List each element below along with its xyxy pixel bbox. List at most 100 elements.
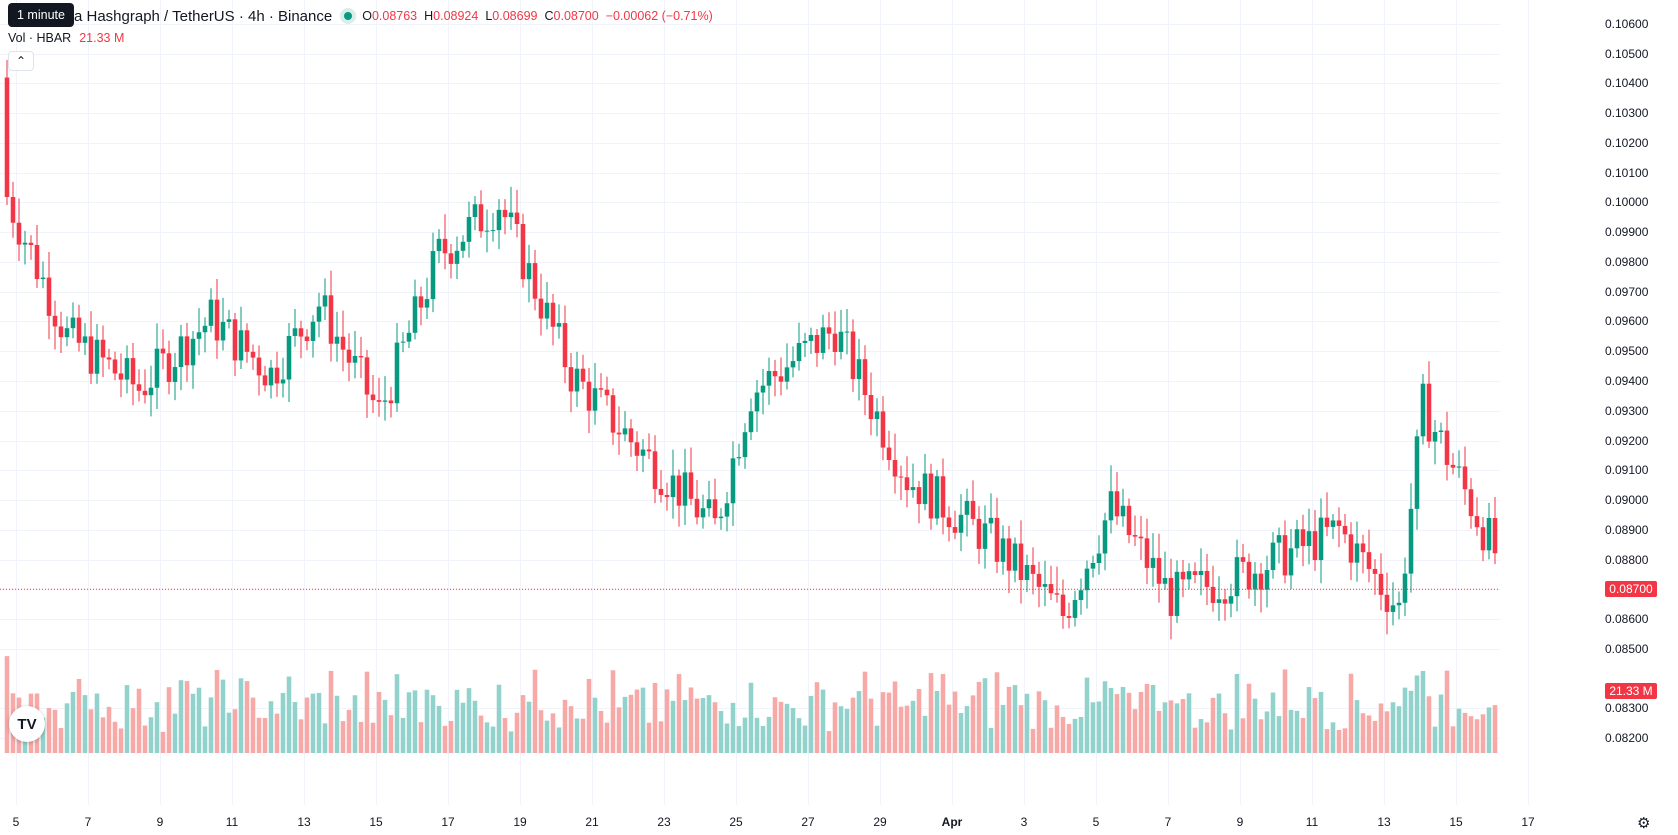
volume-bar xyxy=(1324,729,1330,753)
collapse-legend-button[interactable]: ⌃ xyxy=(8,51,34,71)
candle-body xyxy=(1372,568,1378,574)
candle-body xyxy=(634,442,640,456)
volume-bar xyxy=(58,727,64,753)
volume-bar xyxy=(1222,713,1228,753)
candle-body xyxy=(1036,573,1042,587)
candle-body xyxy=(1030,564,1036,574)
volume-bar xyxy=(832,702,838,753)
candle-body xyxy=(142,390,148,396)
volume-bar xyxy=(1162,702,1168,753)
low-key: L xyxy=(485,9,493,23)
volume-bar xyxy=(580,718,586,753)
volume-bar xyxy=(172,713,178,753)
candle-body xyxy=(922,473,928,505)
candle-body xyxy=(652,451,658,489)
volume-bar xyxy=(784,703,790,753)
volume-bar xyxy=(1312,698,1318,753)
volume-bar xyxy=(598,710,604,753)
volume-bar xyxy=(1054,705,1060,753)
candle-body xyxy=(580,368,586,382)
open-value: 0.08763 xyxy=(371,9,418,23)
candle-body xyxy=(388,400,394,404)
candle-body xyxy=(1354,543,1360,563)
volume-bar xyxy=(1120,686,1126,753)
volume-bar xyxy=(1462,712,1468,753)
candle-body xyxy=(106,357,112,360)
candle-body xyxy=(418,296,424,308)
time-tick-label: 13 xyxy=(297,815,311,829)
candle-body xyxy=(1042,584,1048,587)
candle-body xyxy=(586,381,592,411)
volume-bar xyxy=(64,703,70,753)
time-axis[interactable]: 5 7 9 11 13 15 17 19 21 23 25 27 29 Apr 3 5 7 9 11 13 15 17 xyxy=(13,815,1535,829)
volume-bar xyxy=(502,718,508,753)
candle-body xyxy=(1402,573,1408,603)
volume-bar xyxy=(1114,694,1120,753)
ohlc-values: O 0.08763 H 0.08924 L 0.08699 C 0.08700 −0.0… xyxy=(362,9,713,23)
candle-body xyxy=(208,299,214,326)
volume-bar xyxy=(760,725,766,753)
volume-bar xyxy=(1234,673,1240,753)
time-tick-label: 5 xyxy=(1093,815,1100,829)
tradingview-logo[interactable]: TV xyxy=(9,706,45,742)
volume-bar xyxy=(640,687,646,753)
volume-bar xyxy=(1024,693,1030,753)
volume-bar xyxy=(280,693,286,753)
candle-body xyxy=(640,449,646,456)
volume-bar xyxy=(388,715,394,753)
candle-body xyxy=(1090,562,1096,569)
candle-body xyxy=(436,238,442,252)
volume-bar xyxy=(310,693,316,753)
candle-body xyxy=(1198,570,1204,575)
volume-bar xyxy=(1138,691,1144,753)
volume-bar xyxy=(1384,711,1390,753)
volume-bar xyxy=(550,713,556,753)
candle-body xyxy=(1000,538,1006,562)
volume-bar xyxy=(1156,710,1162,753)
market-status-icon[interactable] xyxy=(340,8,357,24)
volume-bar xyxy=(904,705,910,753)
candle-body xyxy=(1066,616,1072,618)
candle-body xyxy=(736,457,742,459)
candle-body xyxy=(1348,534,1354,563)
volume-bar xyxy=(652,682,658,753)
volume-bar xyxy=(694,698,700,753)
candle-body xyxy=(1150,557,1156,568)
candle-body xyxy=(214,299,220,341)
candle-body xyxy=(730,458,736,504)
symbol-title[interactable]: a Hashgraph / TetherUS · 4h · Binance xyxy=(74,7,333,25)
volume-bar xyxy=(1258,719,1264,753)
volume-bar xyxy=(1282,669,1288,753)
candle-body xyxy=(988,517,994,524)
candle-body xyxy=(406,332,412,342)
candle-body xyxy=(1468,489,1474,517)
candle-body xyxy=(1246,561,1252,590)
volume-bar xyxy=(862,671,868,753)
open-key: O xyxy=(362,9,372,23)
candle-body xyxy=(508,212,514,218)
price-tick-label: 0.09500 xyxy=(1605,343,1649,358)
candle-body xyxy=(958,514,964,533)
price-tick-label: 0.09100 xyxy=(1605,462,1649,477)
candle-body xyxy=(856,359,862,380)
candle-body xyxy=(1234,557,1240,597)
volume-legend[interactable]: Vol · HBAR 21.33 M xyxy=(8,31,124,45)
volume-bar xyxy=(982,678,988,753)
time-tick-label: 11 xyxy=(1306,815,1319,829)
candle-body xyxy=(916,487,922,505)
volume-bar xyxy=(1468,716,1474,753)
gear-icon[interactable]: ⚙ xyxy=(1637,815,1651,832)
time-tick-label: 13 xyxy=(1377,815,1391,829)
candle-body xyxy=(4,77,10,197)
candle-body xyxy=(622,428,628,435)
volume-bars xyxy=(4,656,1498,753)
candle-body xyxy=(400,341,406,343)
candle-body xyxy=(658,488,664,495)
volume-bar xyxy=(1360,713,1366,753)
candle-body xyxy=(412,296,418,333)
volume-bar xyxy=(874,725,880,753)
volume-bar xyxy=(1102,681,1108,753)
candle-body xyxy=(838,331,844,352)
